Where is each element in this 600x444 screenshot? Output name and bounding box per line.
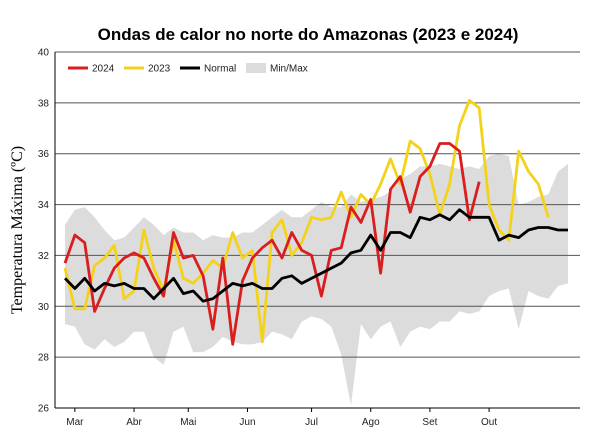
x-tick-mar: Mar: [66, 417, 84, 428]
x-tick-abr: Abr: [126, 417, 142, 428]
y-tick-40: 40: [38, 48, 50, 59]
chart-title: Ondas de calor no norte do Amazonas (202…: [98, 25, 519, 44]
legend: 2024 2023 Normal Min/Max: [68, 63, 308, 75]
y-tick-36: 36: [38, 149, 50, 160]
x-tick-set: Set: [422, 417, 437, 428]
y-tick-28: 28: [38, 353, 50, 364]
series-line-normal: [63, 208, 568, 303]
plot-area: 26 28 30 32 34 36 38 40 Mar Abr Mai Jun Jul Ago Set Out…: [38, 48, 580, 428]
legend-label-2023: 2023: [148, 64, 171, 75]
x-tick-jun: Jun: [239, 417, 255, 428]
x-tick-ago: Ago: [362, 417, 380, 428]
legend-label-min-max: Min/Max: [270, 64, 308, 75]
legend-label-2024: 2024: [92, 64, 115, 75]
x-tick-jul: Jul: [305, 417, 318, 428]
legend-swatch-min-max: [246, 63, 266, 73]
series-line-2024: [63, 142, 481, 346]
x-tick-out: Out: [481, 417, 497, 428]
y-tick-26: 26: [38, 404, 50, 415]
series-line-2023: [63, 98, 550, 344]
y-axis-label: Temperatura Máxima (ºC): [9, 146, 26, 314]
y-tick-30: 30: [38, 302, 50, 313]
y-tick-32: 32: [38, 251, 50, 262]
y-tick-38: 38: [38, 98, 50, 109]
y-tick-34: 34: [38, 200, 50, 211]
x-tick-mai: Mai: [180, 417, 196, 428]
legend-label-normal: Normal: [204, 64, 236, 75]
